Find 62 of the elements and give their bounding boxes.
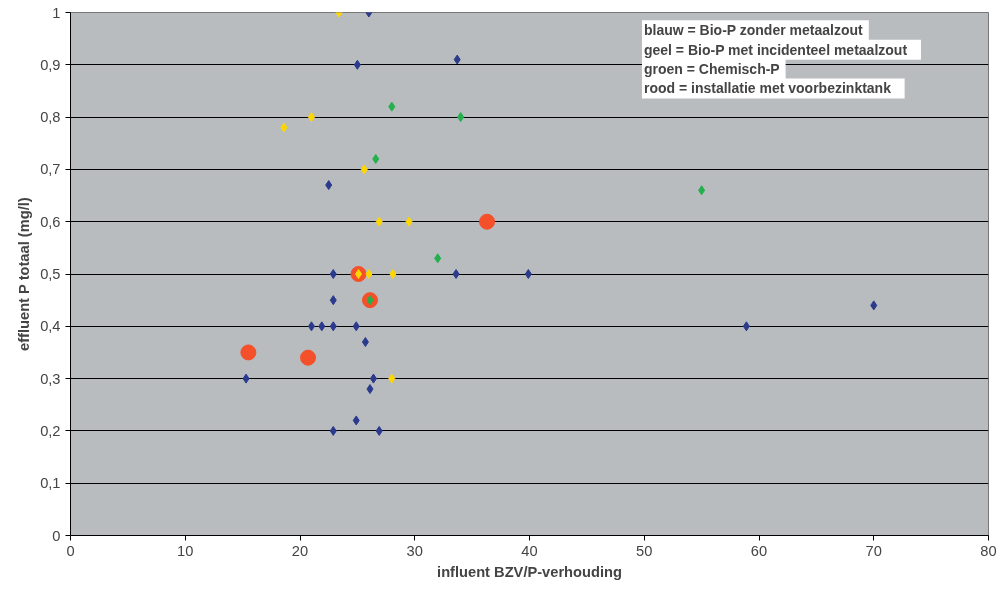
y-tick-label: 0,4 xyxy=(40,318,61,335)
point xyxy=(352,321,360,332)
point xyxy=(329,321,337,332)
annotation: blauw = Bio-P zonder metaalzout xyxy=(643,22,864,39)
point xyxy=(388,101,396,112)
point xyxy=(375,216,383,227)
y-tick-label: 1 xyxy=(52,4,61,21)
x-tick-label: 30 xyxy=(406,542,423,559)
point xyxy=(329,295,337,306)
point xyxy=(372,153,380,164)
point xyxy=(329,425,337,436)
point xyxy=(307,112,315,123)
x-axis-title: influent BZV/P-verhouding xyxy=(437,563,622,580)
y-tick-label: 0,9 xyxy=(40,56,61,73)
x-tick-label: 60 xyxy=(750,542,768,559)
y-tick-label: 0 xyxy=(52,527,61,544)
y-tick-label: 0,8 xyxy=(40,109,61,126)
point xyxy=(352,415,360,426)
annotation: groen = Chemisch-P xyxy=(643,61,780,78)
point xyxy=(524,269,532,279)
point xyxy=(280,122,288,133)
point xyxy=(318,321,326,332)
point xyxy=(375,425,383,436)
x-tick-label: 0 xyxy=(66,542,75,559)
point xyxy=(300,349,317,366)
point xyxy=(307,321,315,332)
y-tick-label: 0,2 xyxy=(40,422,61,439)
x-tick-label: 70 xyxy=(865,542,882,559)
point xyxy=(360,164,368,175)
point xyxy=(452,269,460,279)
point xyxy=(329,269,337,279)
point xyxy=(453,54,461,65)
x-tick-label: 80 xyxy=(980,542,997,559)
point xyxy=(479,213,496,230)
point xyxy=(870,300,878,311)
x-tick-label: 40 xyxy=(521,542,538,559)
y-axis-title: effluent P totaal (mg/l) xyxy=(16,197,33,351)
point xyxy=(389,269,397,279)
annotation: rood = installatie met voorbezinktank xyxy=(643,80,892,97)
point xyxy=(240,344,257,361)
point xyxy=(434,253,442,264)
point xyxy=(353,59,361,70)
point xyxy=(369,373,377,384)
y-tick-label: 0,1 xyxy=(40,475,61,492)
y-tick-label: 0,7 xyxy=(40,161,61,178)
point xyxy=(365,269,373,279)
annotation: geel = Bio-P met incidenteel metaalzout xyxy=(643,41,908,58)
point xyxy=(242,373,250,384)
x-tick-label: 10 xyxy=(177,542,194,559)
point xyxy=(366,384,374,395)
point xyxy=(405,216,413,227)
point xyxy=(698,185,706,196)
point xyxy=(742,321,750,332)
x-tick-label: 20 xyxy=(291,542,309,559)
x-tick-label: 50 xyxy=(636,542,653,559)
point xyxy=(325,180,333,191)
point xyxy=(388,373,396,384)
y-tick-label: 0,6 xyxy=(40,213,61,230)
point xyxy=(361,336,369,347)
point xyxy=(457,112,465,123)
y-tick-label: 0,3 xyxy=(40,370,61,387)
y-tick-label: 0,5 xyxy=(40,266,61,282)
